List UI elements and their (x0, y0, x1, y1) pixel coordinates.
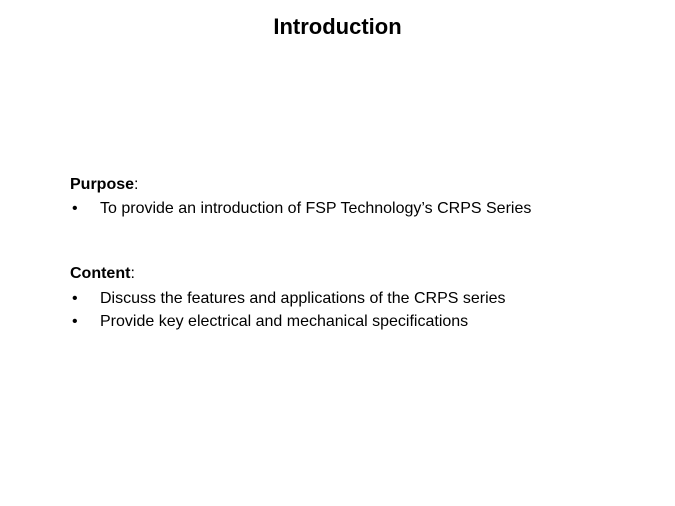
section-purpose: Purpose: To provide an introduction of F… (70, 173, 635, 220)
slide-title: Introduction (0, 14, 675, 40)
section-heading-purpose: Purpose: (70, 173, 635, 196)
slide: Introduction Purpose: To provide an intr… (0, 0, 675, 506)
list-item: Discuss the features and applications of… (70, 287, 635, 310)
slide-body: Purpose: To provide an introduction of F… (70, 173, 635, 375)
section-heading-colon: : (134, 176, 138, 193)
bullet-list-content: Discuss the features and applications of… (70, 287, 635, 333)
section-heading-colon: : (130, 265, 134, 282)
list-item: Provide key electrical and mechanical sp… (70, 310, 635, 333)
bullet-list-purpose: To provide an introduction of FSP Techno… (70, 197, 635, 220)
list-item: To provide an introduction of FSP Techno… (70, 197, 635, 220)
section-heading-content: Content: (70, 262, 635, 285)
section-heading-label: Purpose (70, 176, 134, 193)
section-heading-label: Content (70, 265, 130, 282)
section-content: Content: Discuss the features and applic… (70, 262, 635, 333)
